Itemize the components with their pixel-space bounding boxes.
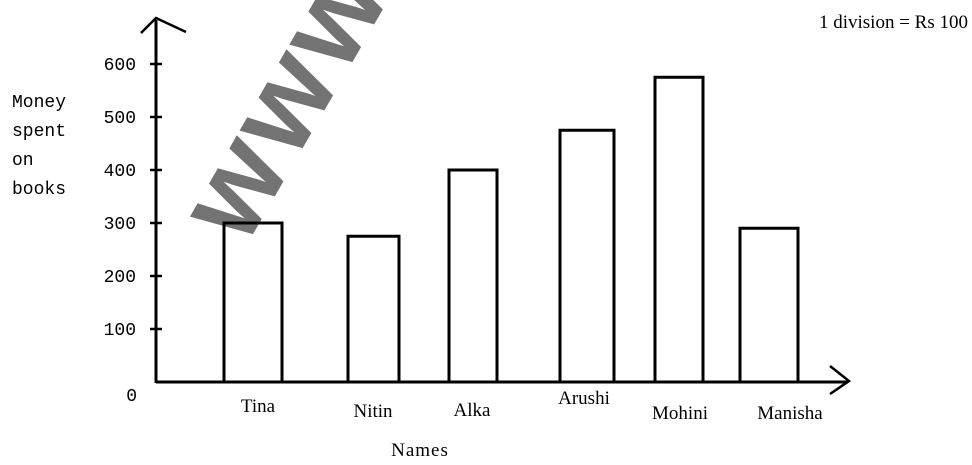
x-tick-label-nitin: Nitin: [353, 401, 393, 422]
y-tick-label-400: 400: [104, 162, 136, 182]
bars-group: [222, 75, 800, 382]
bar-nitin: [346, 234, 401, 382]
y-tick-label-200: 200: [104, 268, 136, 288]
y-axis-label-line-3: on: [12, 151, 34, 171]
y-tick-label-100: 100: [104, 321, 136, 341]
watermark: www.e: [151, 0, 470, 262]
x-tick-label-arushi: Arushi: [558, 388, 610, 409]
x-tick-label-mohini: Mohini: [652, 403, 708, 424]
x-tick-label-alka: Alka: [454, 400, 492, 421]
y-axis-label-line-4: books: [12, 180, 66, 200]
scale-note: 1 division = Rs 100: [819, 12, 968, 33]
y-ticks-group: 0 100 200 300 400 500 600: [104, 56, 162, 407]
x-tick-label-manisha: Manisha: [757, 403, 823, 424]
x-axis-label: Names: [391, 440, 449, 460]
y-axis-label-line-1: Money: [12, 93, 66, 113]
y-tick-label-300: 300: [104, 215, 136, 235]
bar-alka: [447, 168, 499, 382]
x-axis-arrowhead: [829, 365, 852, 396]
x-tick-label-tina: Tina: [241, 396, 276, 417]
y-tick-label-0: 0: [126, 387, 137, 407]
y-tick-label-500: 500: [104, 109, 136, 129]
y-axis-arrowhead: [140, 16, 187, 34]
y-tick-label-600: 600: [104, 56, 136, 76]
x-tick-labels-group: Tina Nitin Alka Arushi Mohini Manisha: [241, 388, 823, 424]
y-axis-label-line-2: spent: [12, 122, 66, 142]
bar-arushi: [558, 128, 616, 382]
bar-mohini: [653, 75, 705, 382]
bar-tina: [222, 221, 284, 382]
bar-manisha: [738, 226, 800, 382]
